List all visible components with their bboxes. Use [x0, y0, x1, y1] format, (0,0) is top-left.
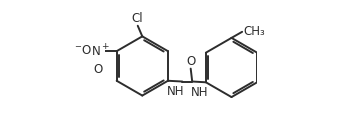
Text: O: O	[94, 63, 103, 76]
Text: N: N	[92, 45, 101, 58]
Text: NH: NH	[167, 85, 185, 98]
Text: O: O	[186, 55, 195, 68]
Text: CH₃: CH₃	[243, 25, 265, 38]
Text: NH: NH	[191, 86, 209, 99]
Text: +: +	[101, 42, 109, 51]
Text: $\mathregular{^{-}}$O: $\mathregular{^{-}}$O	[73, 44, 92, 57]
Text: Cl: Cl	[131, 12, 143, 25]
